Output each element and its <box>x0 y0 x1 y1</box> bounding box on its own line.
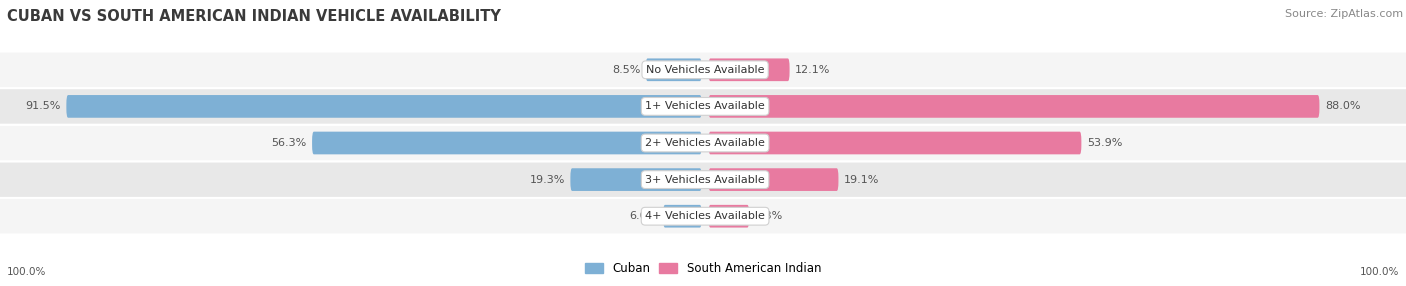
Text: 3+ Vehicles Available: 3+ Vehicles Available <box>645 175 765 184</box>
Text: 2+ Vehicles Available: 2+ Vehicles Available <box>645 138 765 148</box>
FancyBboxPatch shape <box>571 168 702 191</box>
Text: 100.0%: 100.0% <box>1360 267 1399 277</box>
Text: 19.1%: 19.1% <box>844 175 879 184</box>
FancyBboxPatch shape <box>0 198 1406 235</box>
FancyBboxPatch shape <box>0 88 1406 125</box>
FancyBboxPatch shape <box>709 58 790 81</box>
Text: 12.1%: 12.1% <box>796 65 831 75</box>
Text: 6.3%: 6.3% <box>755 211 783 221</box>
Text: 4+ Vehicles Available: 4+ Vehicles Available <box>645 211 765 221</box>
FancyBboxPatch shape <box>709 205 749 228</box>
Legend: Cuban, South American Indian: Cuban, South American Indian <box>581 258 825 280</box>
FancyBboxPatch shape <box>709 168 838 191</box>
FancyBboxPatch shape <box>0 125 1406 161</box>
FancyBboxPatch shape <box>645 58 702 81</box>
Text: 1+ Vehicles Available: 1+ Vehicles Available <box>645 102 765 111</box>
Text: 100.0%: 100.0% <box>7 267 46 277</box>
Text: 91.5%: 91.5% <box>25 102 60 111</box>
FancyBboxPatch shape <box>664 205 702 228</box>
FancyBboxPatch shape <box>312 132 702 154</box>
Text: 6.0%: 6.0% <box>630 211 658 221</box>
Text: CUBAN VS SOUTH AMERICAN INDIAN VEHICLE AVAILABILITY: CUBAN VS SOUTH AMERICAN INDIAN VEHICLE A… <box>7 9 501 23</box>
Text: 53.9%: 53.9% <box>1087 138 1122 148</box>
FancyBboxPatch shape <box>709 132 1081 154</box>
Text: 56.3%: 56.3% <box>271 138 307 148</box>
Text: 88.0%: 88.0% <box>1324 102 1361 111</box>
FancyBboxPatch shape <box>0 51 1406 88</box>
Text: Source: ZipAtlas.com: Source: ZipAtlas.com <box>1285 9 1403 19</box>
FancyBboxPatch shape <box>709 95 1319 118</box>
FancyBboxPatch shape <box>0 161 1406 198</box>
Text: No Vehicles Available: No Vehicles Available <box>645 65 765 75</box>
FancyBboxPatch shape <box>66 95 702 118</box>
Text: 19.3%: 19.3% <box>530 175 565 184</box>
Text: 8.5%: 8.5% <box>612 65 640 75</box>
